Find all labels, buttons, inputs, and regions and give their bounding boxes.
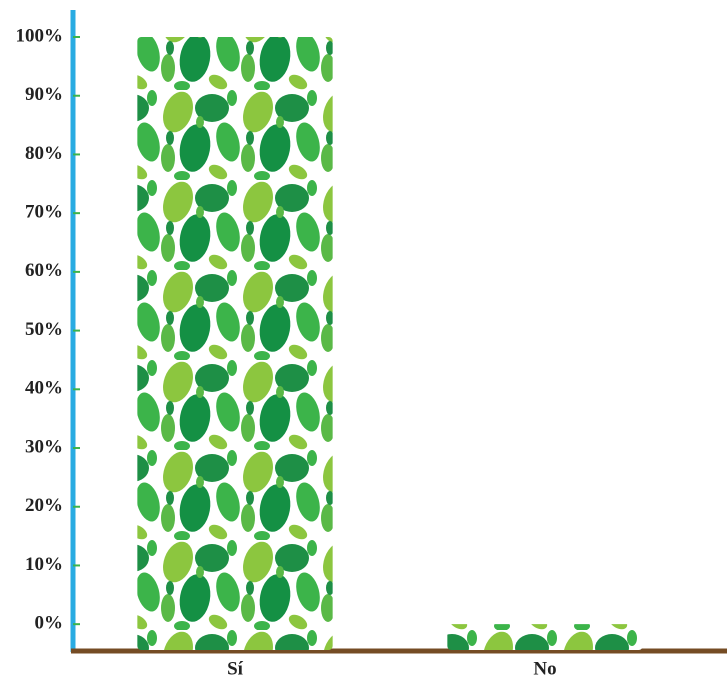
y-tick-label: 80% xyxy=(25,143,63,164)
y-tick-label: 70% xyxy=(25,202,63,223)
y-tick-label: 10% xyxy=(25,554,63,575)
y-tick-label: 50% xyxy=(25,319,63,340)
y-tick-label: 40% xyxy=(25,378,63,399)
y-tick-label: 60% xyxy=(25,260,63,281)
y-tick-label: 90% xyxy=(25,84,63,105)
y-tick-label: 0% xyxy=(35,613,64,634)
bar xyxy=(137,37,333,651)
y-tick-label: 20% xyxy=(25,495,63,516)
bar xyxy=(447,624,643,650)
x-tick-label: No xyxy=(533,658,556,679)
x-tick-label: Sí xyxy=(227,658,244,679)
y-tick-label: 30% xyxy=(25,436,63,457)
y-tick-label: 100% xyxy=(16,25,64,46)
